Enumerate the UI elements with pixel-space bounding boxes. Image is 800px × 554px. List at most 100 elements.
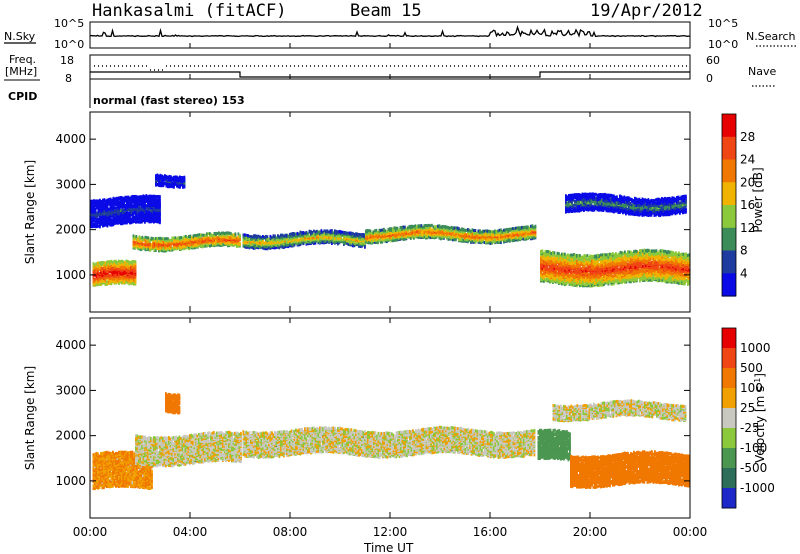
heatmap-cell xyxy=(419,235,421,239)
heatmap-cell xyxy=(610,272,613,276)
heatmap-cell xyxy=(595,280,598,284)
heatmap-cell xyxy=(453,237,456,241)
heatmap-cell xyxy=(156,244,159,248)
heatmap-cell xyxy=(325,239,327,243)
heatmap-cell xyxy=(562,261,565,265)
heatmap-cell xyxy=(158,240,160,244)
heatmap-cell xyxy=(583,283,586,287)
heatmap-cell xyxy=(322,230,324,234)
heatmap-cell xyxy=(398,234,400,238)
heatmap-cell xyxy=(477,229,480,233)
heatmap-cell xyxy=(553,259,556,263)
heatmap-cell xyxy=(350,238,353,242)
heatmap-cell xyxy=(115,281,117,285)
heatmap-cell xyxy=(140,236,142,240)
heatmap-cell xyxy=(630,280,632,284)
heatmap-cell xyxy=(458,227,460,231)
heatmap-cell xyxy=(516,226,519,230)
heatmap-cell xyxy=(580,255,583,259)
heatmap-cell xyxy=(570,283,572,287)
heatmap-cell xyxy=(571,257,574,261)
heatmap-cell xyxy=(506,228,508,231)
heatmap-cell xyxy=(110,267,113,271)
heatmap-cell xyxy=(515,236,517,240)
heatmap-cell xyxy=(331,233,333,237)
heatmap-cell xyxy=(189,236,192,240)
heatmap-cell xyxy=(375,241,378,244)
heatmap-cell xyxy=(588,265,590,269)
heatmap-cell xyxy=(317,238,320,242)
heatmap-cell xyxy=(618,269,620,273)
heatmap-cell xyxy=(197,233,199,237)
heatmap-cell xyxy=(206,242,208,246)
heatmap-cell xyxy=(402,233,405,237)
heatmap-cell xyxy=(147,236,150,240)
heatmap-cell xyxy=(292,240,294,244)
heatmap-cell xyxy=(130,278,132,282)
heatmap-cell xyxy=(598,267,601,271)
heatmap-cell xyxy=(473,240,475,244)
heatmap-cell xyxy=(329,236,332,240)
heatmap-cell xyxy=(450,225,453,229)
heatmap-cell xyxy=(597,282,599,286)
heatmap-cell xyxy=(416,230,418,234)
heatmap-cell xyxy=(262,235,264,238)
heatmap-cell xyxy=(450,236,453,240)
heatmap-cell xyxy=(507,231,510,235)
heatmap-cell xyxy=(618,279,620,283)
heatmap-cell xyxy=(92,277,95,281)
heatmap-cell xyxy=(144,248,147,252)
heatmap-cell xyxy=(606,278,608,281)
heatmap-cell xyxy=(331,229,333,232)
heatmap-cell xyxy=(600,259,602,263)
heatmap-cell xyxy=(485,229,487,233)
heatmap-cell xyxy=(609,270,611,274)
heatmap-cell xyxy=(408,232,411,236)
heatmap-cell xyxy=(631,268,634,272)
heatmap-cell xyxy=(343,237,345,241)
heatmap-cell xyxy=(381,240,384,244)
heatmap-cell xyxy=(287,243,290,247)
heatmap-cell xyxy=(134,277,137,281)
heatmap-cell xyxy=(173,242,175,246)
heatmap-cell xyxy=(407,231,409,235)
heatmap-cell xyxy=(601,259,604,263)
heatmap-cell xyxy=(343,241,345,245)
heatmap-cell xyxy=(426,224,429,228)
heatmap-cell xyxy=(519,232,522,236)
heatmap-cell xyxy=(497,229,499,233)
heatmap-cell xyxy=(263,241,266,245)
heatmap-cell xyxy=(507,227,510,231)
heatmap-cell xyxy=(480,237,483,241)
heatmap-cell xyxy=(606,258,608,262)
heatmap-cell xyxy=(465,228,468,232)
heatmap-cell xyxy=(610,262,613,266)
heatmap-cell xyxy=(206,234,208,237)
heatmap-cell xyxy=(601,279,604,283)
heatmap-cell xyxy=(541,249,544,253)
heatmap-cell xyxy=(470,239,472,243)
heatmap-cell xyxy=(534,224,537,228)
heatmap-cell xyxy=(630,250,632,254)
heatmap-cell xyxy=(637,264,640,268)
heatmap-cell xyxy=(627,275,629,279)
heatmap-cell xyxy=(106,260,108,264)
heatmap-cell xyxy=(595,264,598,268)
heatmap-cell xyxy=(459,231,462,235)
heatmap-cell xyxy=(265,238,267,241)
heatmap-cell xyxy=(98,271,101,275)
heatmap-cell xyxy=(549,278,551,282)
heatmap-cell xyxy=(606,255,608,259)
heatmap-cell xyxy=(174,245,177,249)
heatmap-cell xyxy=(158,236,160,240)
heatmap-cell xyxy=(179,236,181,240)
heatmap-cell xyxy=(437,224,439,228)
heatmap-cell xyxy=(128,260,131,264)
heatmap-cell xyxy=(609,275,611,279)
heatmap-cell xyxy=(122,277,125,281)
heatmap-cell xyxy=(494,231,496,235)
heatmap-cell xyxy=(513,228,516,232)
heatmap-cell xyxy=(642,256,644,260)
heatmap-cell xyxy=(489,232,492,236)
heatmap-cell xyxy=(459,233,462,237)
